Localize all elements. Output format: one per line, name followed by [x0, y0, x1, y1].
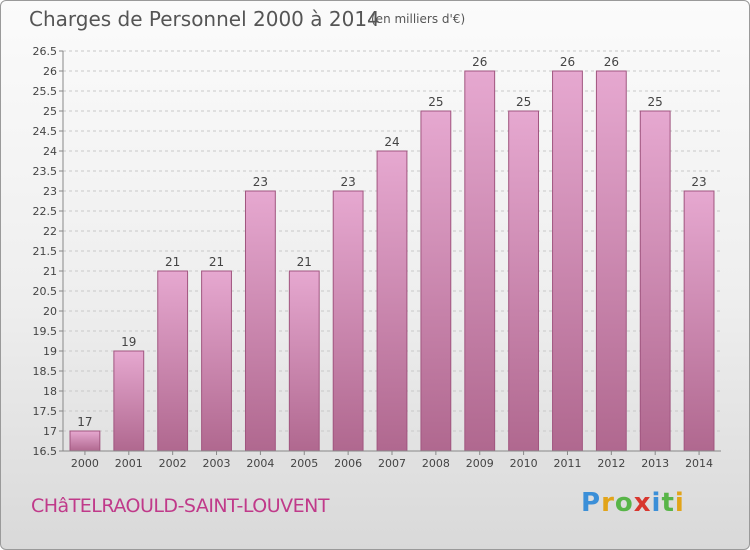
data-label: 21 [209, 255, 224, 269]
data-label: 23 [253, 175, 268, 189]
bars: 17 19 21 21 23 21 23 24 25 26 25 26 26 25 23 [69, 55, 715, 452]
unit-note: (en milliers d'€) [371, 12, 466, 26]
y-tick-label: 25 [43, 105, 57, 118]
logo-letter: i [651, 488, 662, 518]
axes: 16.5 17 17.5 18 18.5 19 19.5 20 20.5 21 21.5 22 22.5… [33, 45, 721, 470]
bar-2000 [69, 430, 101, 452]
bar-2003 [201, 270, 232, 452]
bar-2006 [332, 190, 364, 452]
data-label: 26 [472, 55, 487, 69]
y-tick-label: 18.5 [33, 365, 58, 378]
logo-letter: i [674, 488, 685, 518]
x-tick-label: 2006 [334, 457, 362, 470]
y-tick-label: 22.5 [33, 205, 58, 218]
x-tick-label: 2010 [510, 457, 538, 470]
x-tick-label: 2001 [115, 457, 143, 470]
x-tick-label: 2007 [378, 457, 406, 470]
data-label: 25 [428, 95, 443, 109]
data-label: 19 [121, 335, 136, 349]
bar-2005 [288, 270, 320, 452]
y-tick-label: 23 [43, 185, 57, 198]
x-tick-label: 2008 [422, 457, 450, 470]
data-label: 25 [516, 95, 531, 109]
y-tick-label: 25.5 [33, 85, 58, 98]
bar-2001 [113, 350, 145, 452]
x-tick-label: 2003 [203, 457, 231, 470]
bar-2007 [376, 150, 408, 452]
x-tick-label: 2002 [159, 457, 187, 470]
y-tick-label: 26 [43, 65, 57, 78]
logo-letter: P [581, 488, 602, 518]
y-tick-label: 18 [43, 385, 57, 398]
x-tick-label: 2009 [466, 457, 494, 470]
place-name: CHâTELRAOULD-SAINT-LOUVENT [31, 495, 329, 517]
y-tick-label: 21 [43, 265, 57, 278]
x-tick-label: 2005 [290, 457, 318, 470]
proxiti-logo: Proxiti [581, 488, 685, 518]
x-tick-label: 2011 [553, 457, 581, 470]
bar-2002 [157, 270, 189, 452]
bar-2009 [464, 70, 496, 452]
data-label: 24 [384, 135, 399, 149]
y-tick-label: 21.5 [33, 245, 58, 258]
x-tick-label: 2012 [597, 457, 625, 470]
logo-letter: o [614, 488, 634, 518]
y-tick-label: 22 [43, 225, 57, 238]
data-label: 26 [604, 55, 619, 69]
bar-2008 [420, 110, 452, 452]
data-label: 17 [77, 415, 92, 429]
chart-title: Charges de Personnel 2000 à 2014 [29, 7, 380, 31]
x-tick-label: 2004 [246, 457, 274, 470]
data-label: 23 [691, 175, 706, 189]
data-label: 21 [165, 255, 180, 269]
y-tick-label: 20.5 [33, 285, 58, 298]
data-label: 23 [340, 175, 355, 189]
y-tick-label: 23.5 [33, 165, 58, 178]
bar-2014 [683, 190, 715, 452]
bar-2011 [552, 70, 583, 452]
y-tick-label: 26.5 [33, 45, 58, 58]
y-tick-label: 19.5 [33, 325, 58, 338]
bar-2004 [244, 190, 276, 452]
y-tick-label: 17.5 [33, 405, 58, 418]
logo-letter: t [661, 488, 675, 518]
data-label: 21 [297, 255, 312, 269]
x-tick-label: 2014 [685, 457, 713, 470]
logo-letter: x [633, 488, 652, 518]
y-tick-label: 16.5 [33, 445, 58, 458]
y-tick-label: 20 [43, 305, 57, 318]
y-tick-label: 24 [43, 145, 57, 158]
logo-letter: r [601, 488, 615, 518]
bar-2013 [639, 110, 671, 452]
data-label: 25 [648, 95, 663, 109]
bar-2012 [595, 70, 627, 452]
bar-2010 [508, 110, 540, 452]
x-tick-label: 2000 [71, 457, 99, 470]
y-tick-label: 17 [43, 425, 57, 438]
data-label: 26 [560, 55, 575, 69]
y-tick-label: 24.5 [33, 125, 58, 138]
x-tick-label: 2013 [641, 457, 669, 470]
y-tick-label: 19 [43, 345, 57, 358]
